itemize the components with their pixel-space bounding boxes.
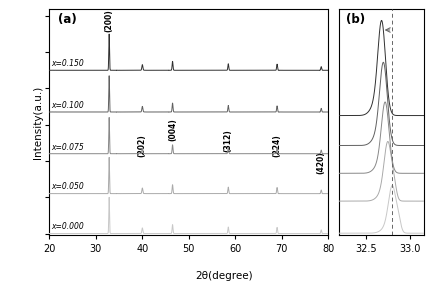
Text: (004): (004) bbox=[168, 118, 177, 141]
Text: (200): (200) bbox=[104, 9, 114, 32]
Text: (a): (a) bbox=[58, 13, 77, 26]
Text: (420): (420) bbox=[317, 151, 326, 174]
Y-axis label: Intensity(a.u.): Intensity(a.u.) bbox=[33, 85, 43, 159]
Text: x=0.050: x=0.050 bbox=[51, 183, 84, 191]
Text: (b): (b) bbox=[346, 13, 365, 26]
Text: (224): (224) bbox=[273, 135, 282, 157]
Text: (312): (312) bbox=[224, 129, 233, 152]
Text: (202): (202) bbox=[138, 135, 147, 157]
Text: 2θ(degree): 2θ(degree) bbox=[195, 271, 252, 281]
Text: x=0.150: x=0.150 bbox=[51, 59, 84, 68]
Text: x=0.000: x=0.000 bbox=[51, 222, 84, 231]
Text: x=0.075: x=0.075 bbox=[51, 143, 84, 152]
Text: x=0.100: x=0.100 bbox=[51, 101, 84, 110]
